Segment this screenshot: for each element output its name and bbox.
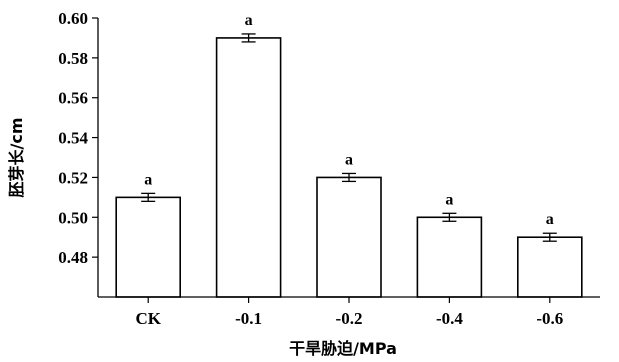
bar xyxy=(516,236,583,298)
x-tick-label: -0.2 xyxy=(336,309,363,328)
y-tick-label: 0.52 xyxy=(58,168,88,187)
y-tick-label: 0.48 xyxy=(58,248,88,267)
significance-label: a xyxy=(546,211,554,228)
y-tick-label: 0.56 xyxy=(58,89,88,108)
x-axis-title: 干旱胁迫/MPa xyxy=(289,339,397,358)
significance-label: a xyxy=(345,151,353,168)
x-tick-label: CK xyxy=(135,309,161,328)
significance-label: a xyxy=(245,12,253,29)
x-tick-label: -0.6 xyxy=(536,309,563,328)
y-tick-label: 0.60 xyxy=(58,9,88,28)
bar xyxy=(215,37,282,298)
y-tick-label: 0.58 xyxy=(58,49,88,68)
significance-label: a xyxy=(445,191,453,208)
bar xyxy=(316,176,382,298)
x-axis-ticks: CK -0.1 -0.2 -0.4 -0.6 xyxy=(135,297,563,328)
bar xyxy=(416,216,483,298)
y-tick-label: 0.54 xyxy=(58,129,88,148)
y-axis-ticks: 0.48 0.50 0.52 0.54 0.56 0.58 0.60 xyxy=(58,9,98,267)
x-tick-label: -0.1 xyxy=(235,309,262,328)
x-tick-label: -0.4 xyxy=(436,309,463,328)
y-axis-title: 胚芽长/cm xyxy=(7,117,26,197)
bars: a a a a a xyxy=(115,12,583,298)
significance-label: a xyxy=(144,171,152,188)
bar xyxy=(115,196,181,298)
y-tick-label: 0.50 xyxy=(58,208,88,227)
